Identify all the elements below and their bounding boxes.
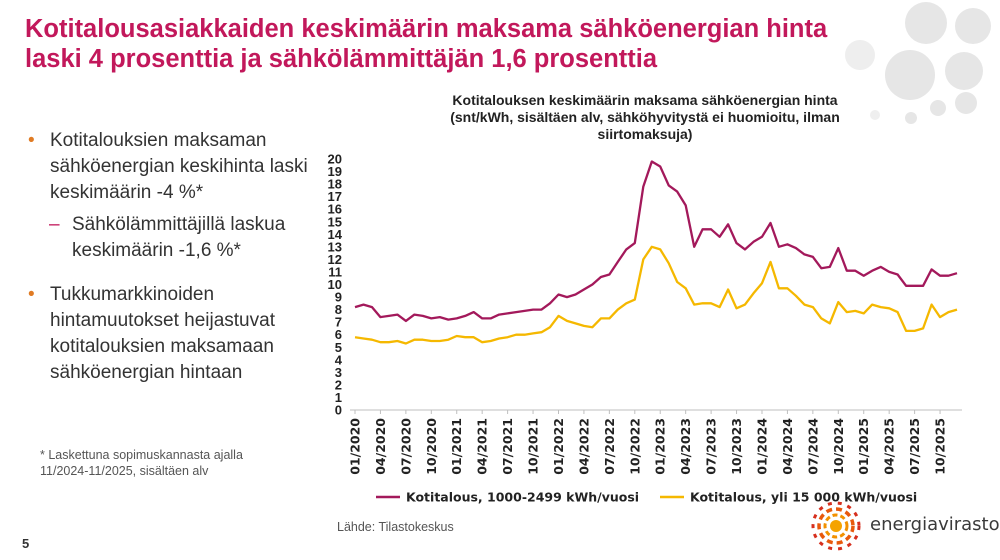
chart-title-line: siirtomaksuja) — [597, 126, 693, 142]
x-tick-label: 10/2022 — [627, 418, 642, 475]
page-title: Kotitalousasiakkaiden keskimäärin maksam… — [25, 14, 965, 74]
y-tick-label: 8 — [335, 302, 342, 317]
y-tick-label: 4 — [335, 352, 343, 367]
bullet-item: • Tukkumarkkinoiden hintamuutokset heija… — [28, 282, 328, 386]
y-tick-label: 13 — [328, 239, 342, 254]
x-tick-label: 04/2020 — [373, 418, 388, 475]
page-number: 5 — [22, 536, 30, 551]
x-tick-label: 07/2025 — [907, 418, 922, 475]
x-tick-label: 04/2025 — [882, 418, 897, 475]
x-tick-label: 10/2024 — [831, 418, 846, 475]
x-tick-label: 10/2020 — [424, 418, 439, 475]
source-text: Lähde: Tilastokeskus — [337, 520, 454, 534]
x-tick-label: 01/2025 — [856, 418, 871, 475]
x-tick-label: 01/2021 — [449, 418, 464, 475]
decor-circle — [955, 8, 991, 44]
chart-title: Kotitalouksen keskimäärin maksama sähköe… — [365, 92, 925, 143]
y-tick-label: 0 — [335, 403, 342, 418]
x-tick-label: 01/2023 — [653, 418, 668, 475]
x-tick-label: 04/2021 — [475, 418, 490, 475]
series-line-2 — [354, 245, 958, 345]
logo-sun-icon — [811, 501, 861, 551]
x-tick-label: 04/2024 — [780, 418, 795, 475]
y-tick-label: 17 — [328, 189, 342, 204]
sub-bullet-item: – Sähkölämmittäjillä laskua keskimäärin … — [28, 212, 328, 264]
x-tick-label: 10/2023 — [729, 418, 744, 475]
legend-label: Kotitalous, yli 15 000 kWh/vuosi — [690, 490, 917, 505]
bullet-dot: • — [28, 284, 35, 305]
x-tick-label: 07/2024 — [805, 418, 820, 475]
footnote: * Laskettuna sopimuskannasta ajalla 11/2… — [40, 448, 243, 478]
x-tick-label: 01/2020 — [348, 418, 363, 475]
page-title-line: laski 4 prosenttia ja sähkölämmittäjän 1… — [25, 45, 658, 73]
y-tick-label: 19 — [328, 164, 342, 179]
x-tick-label: 07/2023 — [704, 418, 719, 475]
y-tick-label: 5 — [335, 340, 342, 355]
sub-bullet-dash: – — [49, 214, 60, 235]
chart-title-line: Kotitalouksen keskimäärin maksama sähköe… — [452, 92, 838, 108]
decor-circle — [870, 110, 880, 120]
y-tick-label: 7 — [335, 315, 342, 330]
x-tick-label: 07/2020 — [398, 418, 413, 475]
series-line-1 — [354, 160, 958, 323]
y-tick-label: 6 — [335, 327, 342, 342]
x-tick-label: 01/2022 — [551, 418, 566, 475]
decor-circle — [955, 92, 977, 114]
x-tick-label: 01/2024 — [754, 418, 769, 475]
x-tick-label: 04/2023 — [678, 418, 693, 475]
x-tick-label: 10/2021 — [526, 418, 541, 475]
y-tick-label: 3 — [335, 365, 342, 380]
x-tick-label: 04/2022 — [576, 418, 591, 475]
decor-circle — [885, 50, 935, 100]
bullet-text: Tukkumarkkinoiden hintamuutokset heijast… — [50, 284, 275, 383]
y-tick-label: 18 — [328, 177, 342, 192]
page-title-line: Kotitalousasiakkaiden keskimäärin maksam… — [25, 15, 828, 43]
sub-bullet-text: Sähkölämmittäjillä laskua keskimäärin -1… — [72, 214, 286, 261]
y-tick-label: 20 — [328, 152, 342, 167]
y-tick-label: 2 — [335, 377, 342, 392]
decor-circle — [905, 112, 917, 124]
energiavirasto-logo: energiavirasto — [810, 500, 1000, 552]
decor-circle — [845, 40, 875, 70]
logo-text: energiavirasto — [870, 514, 1000, 535]
x-tick-label: 10/2025 — [933, 418, 948, 475]
y-tick-label: 15 — [328, 214, 342, 229]
x-tick-label: 07/2021 — [500, 418, 515, 475]
y-tick-label: 1 — [335, 390, 342, 405]
bullet-item: • Kotitalouksien maksaman sähköenergian … — [28, 128, 328, 206]
y-tick-label: 10 — [328, 277, 342, 292]
bullet-list: • Kotitalouksien maksaman sähköenergian … — [28, 128, 328, 386]
decor-circle — [945, 52, 983, 90]
chart-title-line: (snt/kWh, sisältäen alv, sähköhyvitystä … — [450, 109, 840, 125]
y-tick-label: 12 — [328, 252, 342, 267]
y-tick-label: 11 — [328, 264, 342, 279]
y-tick-label: 9 — [335, 290, 342, 305]
decor-circle — [905, 2, 947, 44]
y-tick-label: 16 — [328, 202, 342, 217]
decor-circle — [930, 100, 946, 116]
y-tick-label: 14 — [328, 227, 343, 242]
bullet-text: Kotitalouksien maksaman sähköenergian ke… — [50, 130, 308, 203]
legend-label: Kotitalous, 1000-2499 kWh/vuosi — [406, 490, 639, 505]
bullet-dot: • — [28, 130, 35, 151]
x-tick-label: 07/2022 — [602, 418, 617, 475]
